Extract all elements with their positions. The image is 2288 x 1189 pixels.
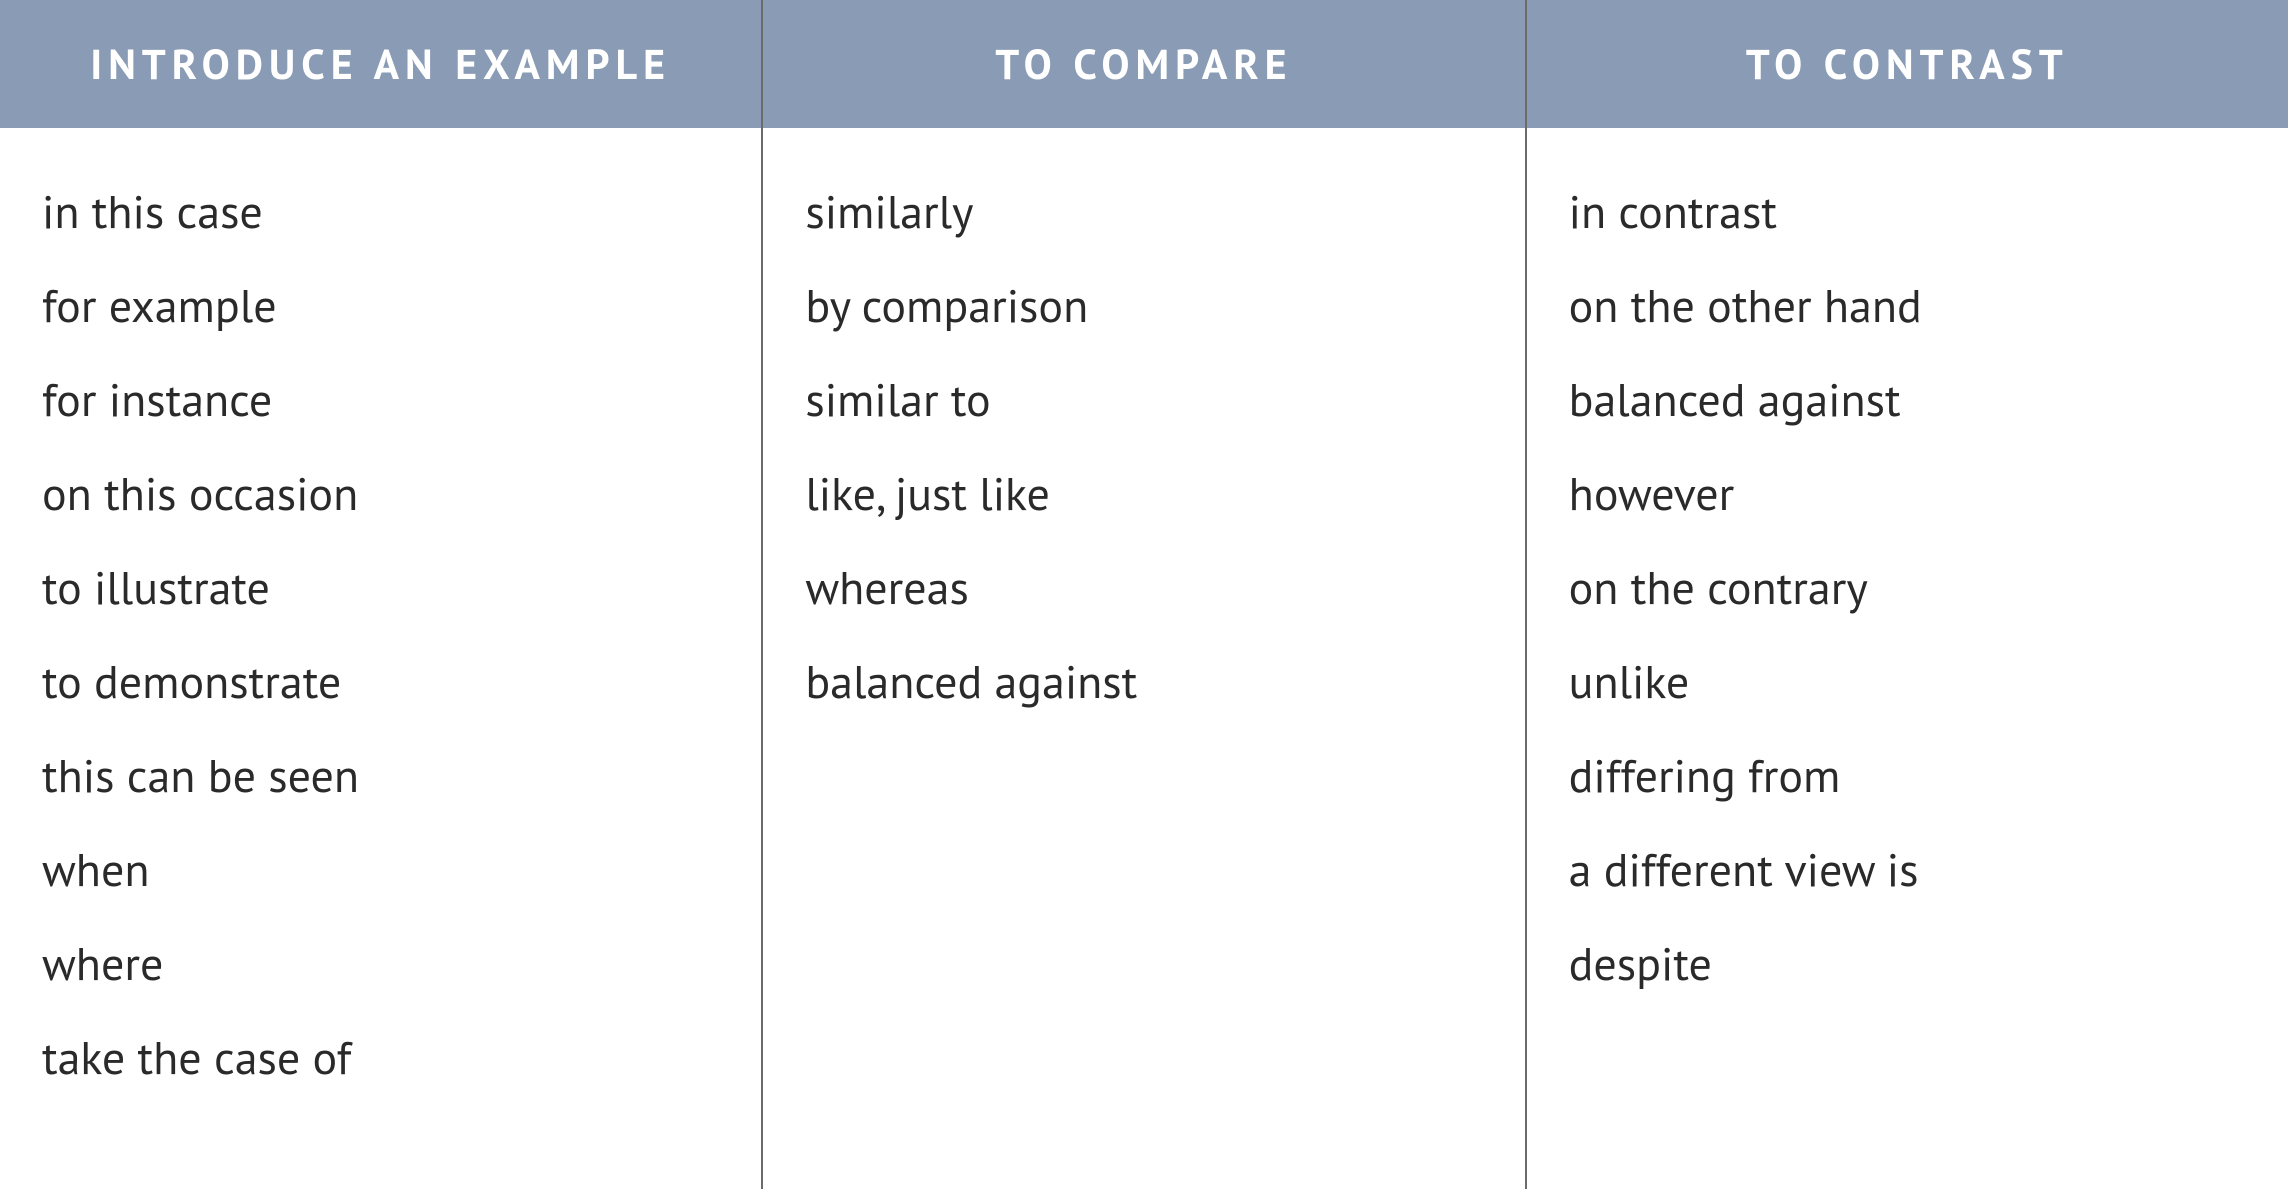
column-body: similarly by comparison similar to like,…: [763, 128, 1524, 748]
list-item: a different view is: [1569, 822, 2246, 916]
transition-words-table: INTRODUCE AN EXAMPLE in this case for ex…: [0, 0, 2288, 1189]
list-item: differing from: [1569, 728, 2246, 822]
column-introduce-example: INTRODUCE AN EXAMPLE in this case for ex…: [0, 0, 763, 1189]
list-item: unlike: [1569, 634, 2246, 728]
list-item: on the other hand: [1569, 258, 2246, 352]
list-item: balanced against: [1569, 352, 2246, 446]
column-header: TO CONTRAST: [1527, 0, 2288, 128]
list-item: in contrast: [1569, 164, 2246, 258]
list-item: balanced against: [805, 634, 1482, 728]
list-item: like, just like: [805, 446, 1482, 540]
list-item: to demonstrate: [42, 634, 719, 728]
list-item: on the contrary: [1569, 540, 2246, 634]
list-item: to illustrate: [42, 540, 719, 634]
list-item: on this occasion: [42, 446, 719, 540]
column-to-compare: TO COMPARE similarly by comparison simil…: [763, 0, 1526, 1189]
list-item: similar to: [805, 352, 1482, 446]
column-to-contrast: TO CONTRAST in contrast on the other han…: [1527, 0, 2288, 1189]
column-header: TO COMPARE: [763, 0, 1524, 128]
list-item: however: [1569, 446, 2246, 540]
list-item: despite: [1569, 916, 2246, 1010]
list-item: where: [42, 916, 719, 1010]
column-body: in contrast on the other hand balanced a…: [1527, 128, 2288, 1030]
column-header: INTRODUCE AN EXAMPLE: [0, 0, 761, 128]
column-body: in this case for example for instance on…: [0, 128, 761, 1124]
list-item: for example: [42, 258, 719, 352]
list-item: in this case: [42, 164, 719, 258]
list-item: this can be seen: [42, 728, 719, 822]
list-item: for instance: [42, 352, 719, 446]
list-item: by comparison: [805, 258, 1482, 352]
list-item: whereas: [805, 540, 1482, 634]
list-item: when: [42, 822, 719, 916]
list-item: similarly: [805, 164, 1482, 258]
list-item: take the case of: [42, 1010, 719, 1104]
